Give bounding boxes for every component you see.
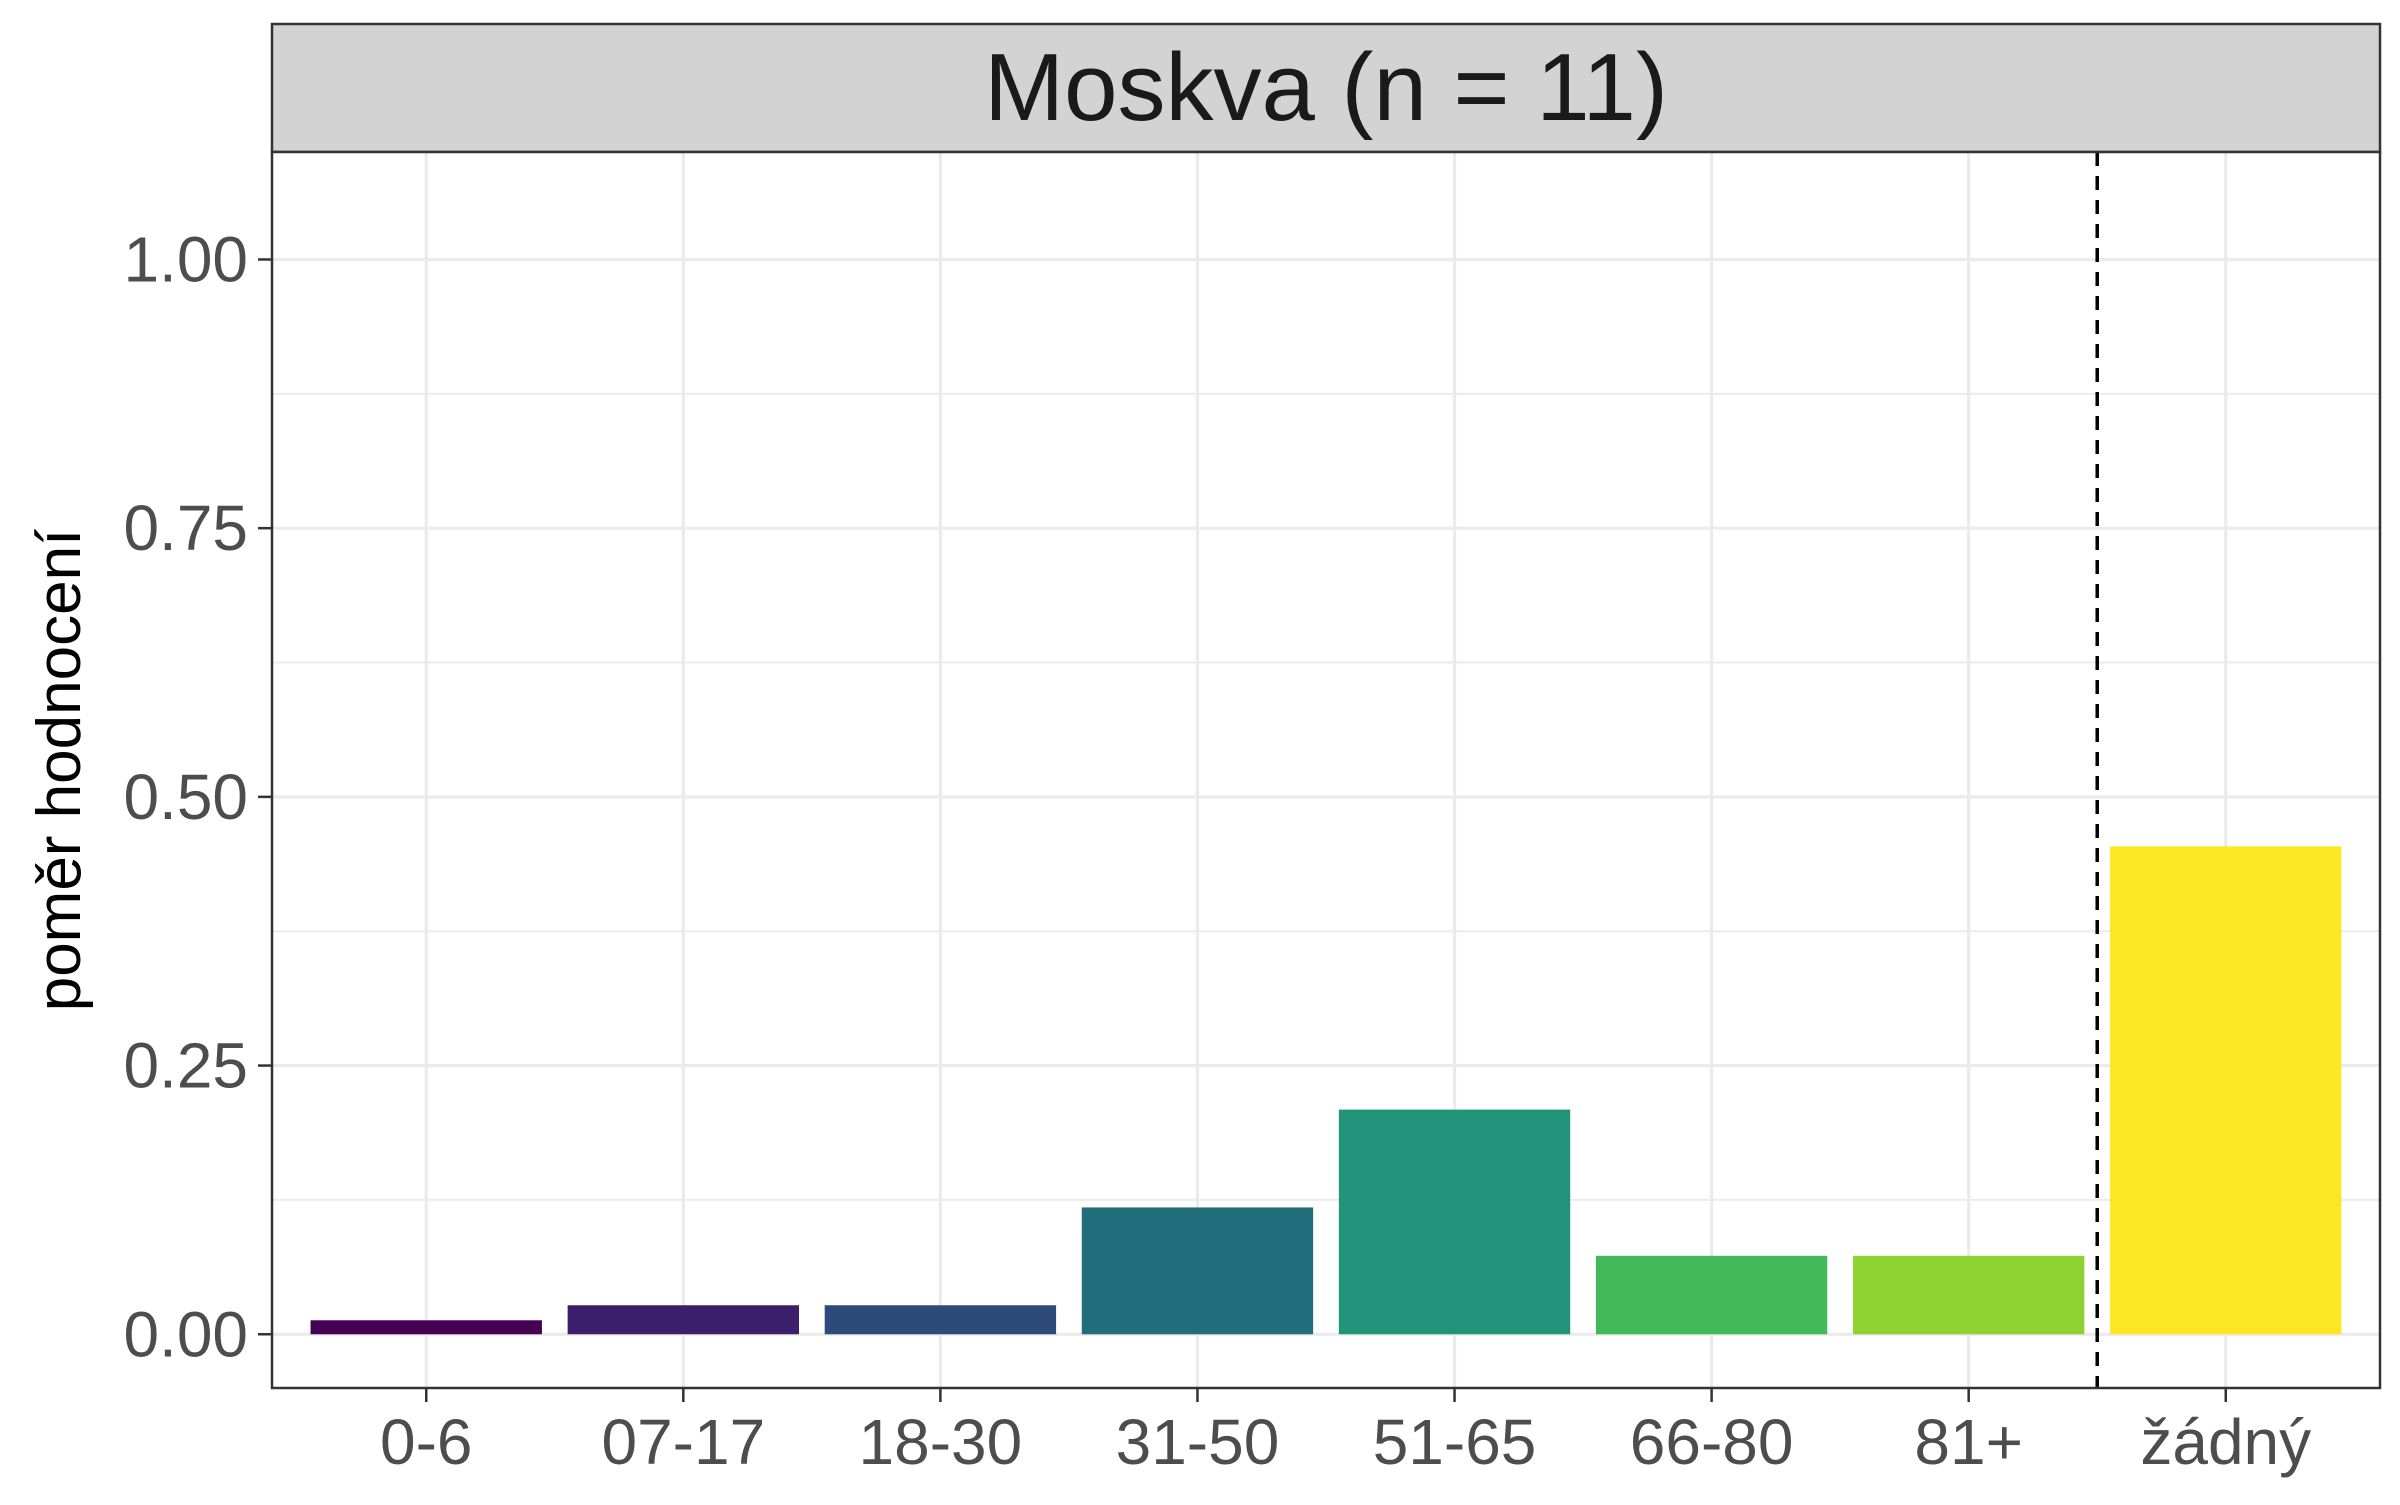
x-tick-label: 31-50 xyxy=(1116,1406,1280,1478)
x-tick-label: 0-6 xyxy=(380,1406,473,1478)
x-tick-label: 07-17 xyxy=(601,1406,765,1478)
x-axis: 0-6 07-17 18-30 31-50 51-65 66-80 81+ žádný xyxy=(380,1388,2311,1478)
x-tick-label: 18-30 xyxy=(859,1406,1023,1478)
bar-31-50 xyxy=(1081,1207,1314,1335)
plot-panel-border xyxy=(270,150,2382,1390)
facet-strip xyxy=(270,22,2382,154)
x-tick-label: 66-80 xyxy=(1630,1406,1794,1478)
x-tick-label: 81+ xyxy=(1914,1406,2023,1478)
y-tick-label: 0.00 xyxy=(123,1298,248,1370)
y-tick-label: 0.50 xyxy=(123,761,248,833)
y-axis-title: poměr hodnocení xyxy=(25,529,94,1012)
y-axis: 0.00 0.25 0.50 0.75 1.00 xyxy=(123,223,272,1370)
plot-panel xyxy=(272,152,2380,1388)
bar-81+ xyxy=(1853,1255,2085,1335)
x-tick-label: 51-65 xyxy=(1373,1406,1537,1478)
facet-title: Moskva (n = 11) xyxy=(984,34,1668,141)
y-tick-label: 1.00 xyxy=(123,223,248,295)
bar-žádný xyxy=(2110,846,2342,1335)
bar-66-80 xyxy=(1595,1255,1828,1335)
bar-51-65 xyxy=(1338,1109,1571,1335)
bars xyxy=(310,846,2342,1335)
bar-0-6 xyxy=(310,1320,542,1335)
bar-18-30 xyxy=(824,1305,1057,1335)
y-tick-label: 0.75 xyxy=(123,492,248,564)
y-tick-label: 0.25 xyxy=(123,1030,248,1102)
bar-07-17 xyxy=(567,1305,799,1335)
grid-lines xyxy=(272,152,2380,1388)
x-tick-label: žádný xyxy=(2140,1406,2311,1478)
